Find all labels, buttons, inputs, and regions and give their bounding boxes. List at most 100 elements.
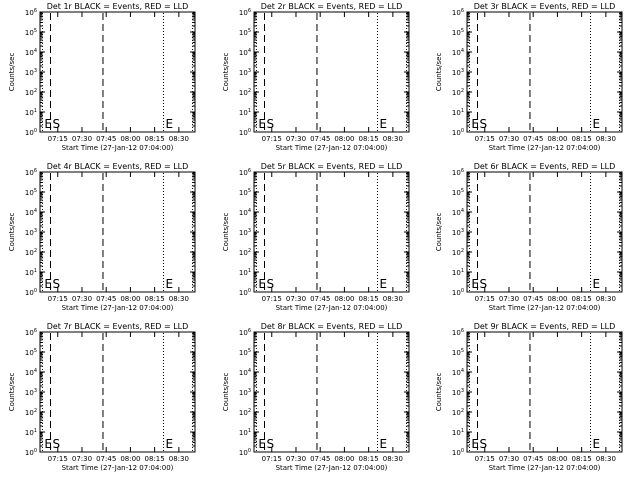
y-tick-label: 100 [239, 288, 251, 297]
y-tick-label: 106 [25, 328, 37, 337]
marker-label: S [52, 277, 60, 291]
x-tick-label: 08:30 [383, 455, 403, 463]
y-tick-label: 106 [239, 328, 251, 337]
y-tick-label: 101 [452, 108, 464, 117]
y-tick-label: 102 [239, 88, 251, 97]
y-tick-label: 103 [239, 388, 251, 397]
y-tick-label: 103 [239, 228, 251, 237]
x-axis-label: Start Time (27-Jan-12 07:04:00) [276, 304, 388, 312]
y-tick-label: 102 [239, 408, 251, 417]
y-tick-label: 104 [452, 368, 464, 377]
y-tick-label: 103 [452, 228, 464, 237]
y-tick-label: 105 [452, 188, 464, 197]
x-tick-label: 07:30 [286, 455, 306, 463]
x-tick-label: 07:45 [96, 295, 116, 303]
x-tick-label: 08:30 [596, 295, 616, 303]
detector-panel: Det 8r BLACK = Events, RED = LLD 106 105 10… [222, 322, 410, 472]
x-tick-label: 08:00 [120, 295, 140, 303]
y-tick-label: 105 [25, 188, 37, 197]
x-tick-label: 08:15 [359, 455, 379, 463]
y-tick-label: 104 [452, 48, 464, 57]
x-tick-label: 08:00 [334, 135, 354, 143]
y-tick-label: 102 [25, 88, 37, 97]
y-tick-label: 103 [25, 388, 37, 397]
panel-title: Det 9r BLACK = Events, RED = LLD [474, 322, 616, 331]
y-tick-label: 101 [25, 108, 37, 117]
y-tick-label: 100 [25, 288, 37, 297]
y-tick-label: 106 [452, 8, 464, 17]
y-axis-label: Counts/sec [435, 373, 443, 412]
marker-label: E [258, 437, 266, 451]
x-tick-label: 07:15 [475, 295, 495, 303]
marker-label: E [44, 437, 52, 451]
y-tick-label: 103 [25, 68, 37, 77]
x-tick-label: 07:30 [286, 135, 306, 143]
x-tick-label: 08:00 [547, 135, 567, 143]
x-tick-label: 08:15 [572, 295, 592, 303]
y-tick-label: 100 [452, 288, 464, 297]
marker-label: S [52, 117, 60, 131]
marker-label: S [52, 437, 60, 451]
x-axis-label: Start Time (27-Jan-12 07:04:00) [489, 304, 601, 312]
x-tick-label: 08:30 [169, 135, 189, 143]
y-tick-label: 100 [452, 128, 464, 137]
marker-label: E [166, 277, 174, 291]
x-tick-label: 07:30 [499, 455, 519, 463]
x-tick-label: 07:45 [310, 455, 330, 463]
x-tick-label: 07:30 [499, 135, 519, 143]
plot-frame [466, 331, 623, 453]
y-tick-label: 106 [25, 168, 37, 177]
x-tick-label: 08:00 [120, 455, 140, 463]
x-tick-label: 07:15 [262, 455, 282, 463]
y-axis-label: Counts/sec [222, 53, 230, 92]
x-tick-label: 07:30 [286, 295, 306, 303]
y-tick-label: 101 [25, 428, 37, 437]
y-tick-label: 104 [239, 368, 251, 377]
marker-label: S [479, 437, 487, 451]
x-tick-label: 08:30 [596, 135, 616, 143]
plot-frame [253, 331, 410, 453]
x-tick-label: 07:30 [72, 455, 92, 463]
x-tick-label: 07:15 [48, 135, 68, 143]
x-tick-label: 07:15 [475, 455, 495, 463]
y-tick-label: 105 [239, 28, 251, 37]
x-tick-label: 08:15 [572, 455, 592, 463]
plot-frame [466, 171, 623, 293]
marker-label: E [471, 277, 479, 291]
x-tick-label: 07:45 [523, 135, 543, 143]
x-tick-label: 08:15 [145, 295, 165, 303]
marker-label: E [593, 437, 601, 451]
x-tick-label: 07:15 [262, 295, 282, 303]
plot-frame [39, 171, 196, 293]
marker-label: E [471, 437, 479, 451]
y-tick-label: 103 [239, 68, 251, 77]
y-axis-label: Counts/sec [222, 373, 230, 412]
x-tick-label: 08:30 [383, 135, 403, 143]
y-tick-label: 101 [239, 428, 251, 437]
y-tick-label: 105 [239, 188, 251, 197]
x-tick-label: 08:00 [120, 135, 140, 143]
y-tick-label: 105 [452, 348, 464, 357]
y-tick-label: 103 [452, 388, 464, 397]
y-tick-label: 104 [25, 368, 37, 377]
y-tick-label: 104 [25, 208, 37, 217]
y-tick-label: 103 [25, 228, 37, 237]
plot-frame [253, 11, 410, 133]
detector-panel: Det 9r BLACK = Events, RED = LLD 106 105 10… [435, 322, 623, 472]
y-tick-label: 102 [452, 408, 464, 417]
marker-label: S [266, 277, 274, 291]
y-tick-label: 100 [25, 128, 37, 137]
x-tick-label: 07:15 [48, 455, 68, 463]
y-tick-label: 102 [239, 248, 251, 257]
x-tick-label: 08:30 [596, 455, 616, 463]
x-tick-label: 07:30 [72, 135, 92, 143]
detector-panel: Det 5r BLACK = Events, RED = LLD 106 105 10… [222, 162, 410, 312]
y-tick-label: 101 [239, 268, 251, 277]
x-tick-label: 07:15 [48, 295, 68, 303]
y-tick-label: 104 [239, 208, 251, 217]
panel-title: Det 5r BLACK = Events, RED = LLD [261, 162, 403, 171]
x-tick-label: 08:00 [334, 455, 354, 463]
y-tick-label: 106 [239, 8, 251, 17]
x-axis-label: Start Time (27-Jan-12 07:04:00) [276, 464, 388, 472]
y-tick-label: 103 [452, 68, 464, 77]
